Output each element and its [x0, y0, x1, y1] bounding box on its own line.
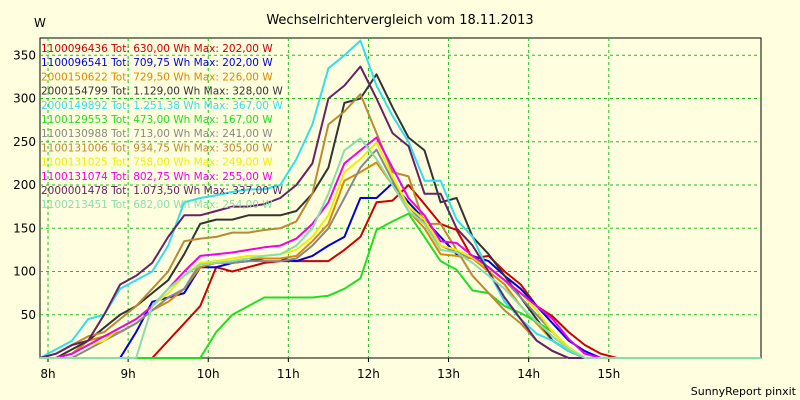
- legend-entry: 1100131074 Tot: 802,75 Wh Max: 255,00 W: [41, 171, 273, 183]
- x-tick-label: 12h: [357, 367, 380, 381]
- legend-entry: 1100131006 Tot: 934,75 Wh Max: 305,00 W: [41, 142, 273, 154]
- legend-entry: 2000149892 Tot: 1.251,38 Wh Max: 367,00 …: [41, 100, 283, 112]
- legend-entry: 2000150622 Tot: 729,50 Wh Max: 226,00 W: [41, 71, 273, 83]
- y-tick-label: 150: [13, 221, 36, 235]
- x-tick-label: 13h: [437, 367, 460, 381]
- y-axis-label: W: [34, 16, 46, 30]
- plot-frame: [39, 37, 762, 359]
- y-tick-label: 200: [13, 178, 36, 192]
- plot-area: 50 100 150 200 250 300 350 8h 9h 10h 11h 12h 13h 14h 1…: [13, 37, 762, 381]
- legend-entry: 2000001478 Tot: 1.073,50 Wh Max: 337,00 …: [41, 185, 283, 197]
- x-tick-label: 9h: [120, 367, 135, 381]
- legend-entry: 1100213451 Tot: 682,00 Wh Max: 254,00 W: [41, 199, 273, 211]
- y-tick-label: 350: [13, 48, 36, 62]
- x-tick-label: 8h: [40, 367, 55, 381]
- legend-entry: 1100096541 Tot: 709,75 Wh Max: 202,00 W: [41, 57, 273, 69]
- series-line: [40, 137, 761, 359]
- x-tick-label: 14h: [517, 367, 540, 381]
- x-tick-label: 15h: [597, 367, 620, 381]
- legend-entry: 2000154799 Tot: 1.129,00 Wh Max: 328,00 …: [41, 86, 283, 98]
- y-tick-label: 300: [13, 92, 36, 106]
- x-tick-label: 10h: [197, 367, 220, 381]
- series-line: [40, 212, 761, 359]
- legend-entry: 1100130988 Tot: 713,00 Wh Max: 241,00 W: [41, 128, 273, 140]
- legend-entry: 1100129553 Tot: 473,00 Wh Max: 167,00 W: [41, 114, 273, 126]
- y-tick-label: 100: [13, 265, 36, 279]
- chart-title: Wechselrichtervergleich vom 18.11.2013: [266, 13, 533, 28]
- y-tick-label: 50: [21, 308, 36, 322]
- x-tick-label: 11h: [277, 367, 300, 381]
- legend: 1100096436 Tot: 630,00 Wh Max: 202,00 W 1…: [41, 43, 283, 211]
- legend-entry: 1100131025 Tot: 758,00 Wh Max: 249,00 W: [41, 157, 273, 169]
- legend-entry: 1100096436 Tot: 630,00 Wh Max: 202,00 W: [41, 43, 273, 55]
- y-tick-label: 250: [13, 135, 36, 149]
- footer-text: SunnyReport pinxit: [691, 385, 797, 398]
